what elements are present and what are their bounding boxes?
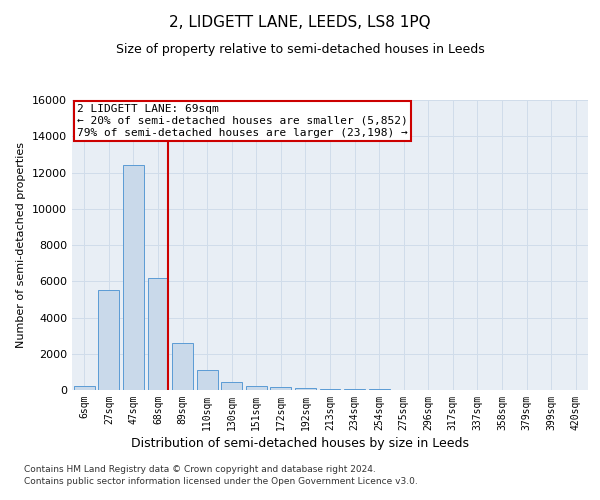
Text: Contains public sector information licensed under the Open Government Licence v3: Contains public sector information licen… (24, 478, 418, 486)
Text: 2 LIDGETT LANE: 69sqm
← 20% of semi-detached houses are smaller (5,852)
79% of s: 2 LIDGETT LANE: 69sqm ← 20% of semi-deta… (77, 104, 408, 138)
Bar (148, 278, 169, 390)
Bar (246, 386, 267, 390)
Bar (320, 389, 340, 390)
Text: Size of property relative to semi-detached houses in Leeds: Size of property relative to semi-detach… (116, 42, 484, 56)
Bar (98, 290, 119, 390)
Text: Contains HM Land Registry data © Crown copyright and database right 2024.: Contains HM Land Registry data © Crown c… (24, 465, 376, 474)
Text: 2, LIDGETT LANE, LEEDS, LS8 1PQ: 2, LIDGETT LANE, LEEDS, LS8 1PQ (169, 15, 431, 30)
Bar (271, 388, 292, 390)
Bar (172, 343, 193, 390)
Text: Distribution of semi-detached houses by size in Leeds: Distribution of semi-detached houses by … (131, 438, 469, 450)
Bar (295, 388, 316, 390)
Bar (123, 166, 144, 390)
Bar (74, 386, 95, 390)
Bar (344, 389, 365, 390)
Y-axis label: Number of semi-detached properties: Number of semi-detached properties (16, 142, 26, 348)
Bar (221, 382, 242, 390)
Bar (197, 370, 218, 390)
